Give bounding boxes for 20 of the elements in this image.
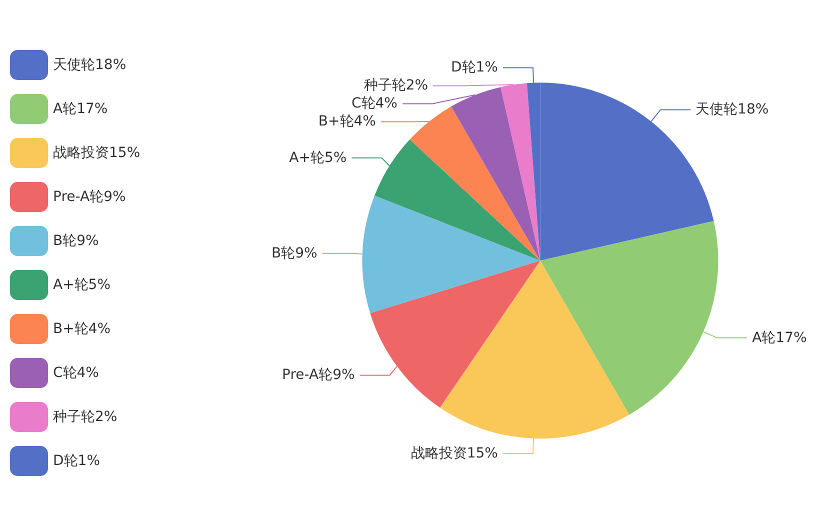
legend-label: 战略投资15%	[53, 145, 140, 161]
legend-label: A轮17%	[53, 101, 108, 117]
legend-label: 天使轮18%	[53, 57, 126, 73]
slice-label: 天使轮18%	[696, 102, 769, 118]
legend-label: Pre-A轮9%	[53, 189, 126, 205]
slice-label: Pre-A轮9%	[282, 367, 355, 384]
slice-label: A轮17%	[752, 330, 807, 346]
legend-label: 种子轮2%	[53, 409, 118, 425]
slice-label: B+轮4%	[318, 114, 376, 130]
legend-label: A+轮5%	[53, 277, 111, 293]
slice-label: A+轮5%	[289, 150, 347, 166]
legend-label: D轮1%	[53, 453, 100, 469]
legend-label: B轮9%	[53, 233, 99, 249]
slice-label: D轮1%	[450, 60, 498, 76]
slice-label: 战略投资15%	[410, 445, 498, 462]
slice-label: C轮4%	[351, 96, 398, 112]
slice-label: 种子轮2%	[364, 78, 428, 94]
legend-label: C轮4%	[53, 365, 99, 381]
slice-label: B轮9%	[272, 245, 318, 262]
legend-label: B+轮4%	[53, 321, 111, 337]
